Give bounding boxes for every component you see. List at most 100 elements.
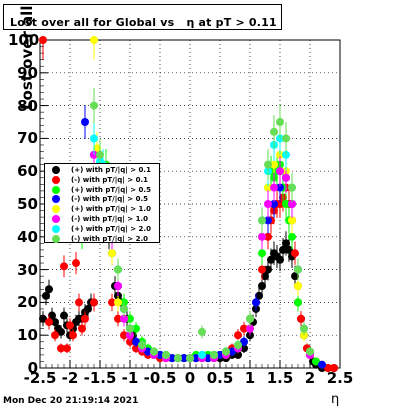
data-point: [258, 232, 266, 241]
data-point: [282, 239, 290, 248]
x-tick-label: -2.5: [23, 369, 57, 387]
data-point: [318, 360, 326, 369]
x-tick-label: -2: [61, 369, 79, 387]
data-point: [57, 327, 65, 336]
legend-marker: [52, 234, 60, 243]
data-point: [132, 324, 140, 333]
data-point: [240, 337, 248, 346]
legend-entry: (-) with pT/|q| > 2.0: [45, 234, 161, 244]
data-point: [258, 216, 266, 225]
data-point: [234, 331, 242, 340]
y-tick-label: 30: [17, 260, 38, 279]
data-point: [75, 298, 83, 307]
y-axis-label: Lost over all (%): [18, 0, 36, 110]
data-point: [288, 183, 296, 192]
data-point: [228, 347, 236, 356]
data-point: [258, 249, 266, 258]
data-point: [120, 331, 128, 340]
data-point: [246, 324, 254, 333]
y-tick-label: 10: [17, 326, 38, 345]
data-point: [255, 291, 263, 300]
x-tick-label: 1.5: [266, 369, 294, 387]
data-point: [39, 314, 47, 323]
data-point: [198, 350, 206, 359]
legend-marker: [52, 185, 60, 194]
x-axis-label: η: [331, 392, 340, 407]
data-point: [90, 298, 98, 307]
data-point: [261, 272, 269, 281]
data-point: [168, 354, 176, 363]
data-point: [288, 232, 296, 241]
data-point: [330, 364, 338, 372]
data-point: [114, 282, 122, 290]
data-point: [126, 337, 134, 346]
legend-marker: [52, 166, 60, 174]
legend-label: (+) with pT/|q| > 1.0: [71, 205, 151, 214]
chart-title: Lost over all for Global vs η at pT > 0.…: [10, 16, 277, 29]
data-point: [108, 298, 116, 307]
legend-entry: (+) with pT/|q| > 2.0: [45, 224, 161, 234]
legend-marker: [52, 215, 60, 223]
data-point: [246, 314, 254, 323]
data-point: [276, 200, 284, 208]
data-point: [39, 36, 47, 44]
data-point: [132, 337, 140, 346]
data-point: [114, 298, 122, 307]
data-point: [156, 350, 164, 359]
data-point: [45, 285, 53, 294]
data-point: [93, 144, 101, 153]
data-point: [63, 344, 71, 353]
data-point: [294, 282, 302, 290]
x-tick-label: 0.5: [206, 369, 234, 387]
legend-entry: (-) with pT/|q| > 1.0: [45, 214, 161, 224]
data-point: [279, 245, 287, 254]
legend-marker: [52, 224, 60, 233]
data-point: [96, 150, 104, 159]
data-point: [186, 354, 194, 363]
legend-marker: [52, 205, 60, 214]
data-point: [264, 200, 272, 208]
data-point: [270, 127, 278, 136]
data-point: [288, 200, 296, 208]
data-point: [270, 200, 278, 208]
legend-label: (-) with pT/|q| > 0.1: [71, 175, 148, 184]
y-tick-label: 20: [17, 293, 38, 312]
data-point: [126, 324, 134, 333]
legend: (+) with pT/|q| > 0.1 (-) with pT/|q| > 0…: [44, 163, 160, 243]
data-point: [51, 331, 59, 340]
data-point: [294, 265, 302, 274]
data-point: [51, 318, 59, 327]
y-tick-label: 0: [27, 359, 38, 377]
y-tick-label: 70: [17, 129, 38, 148]
data-point: [288, 216, 296, 225]
legend-entry: (-) with pT/|q| > 0.1: [45, 175, 161, 185]
data-point: [198, 327, 206, 336]
y-tick-label: 100: [8, 31, 40, 49]
data-point: [48, 311, 56, 320]
data-point: [180, 354, 188, 363]
series-7: [90, 87, 314, 363]
legend-marker: [52, 195, 60, 204]
legend-label: (+) with pT/|q| > 0.1: [71, 166, 151, 174]
data-point: [90, 134, 98, 143]
data-point: [234, 341, 242, 350]
data-point: [45, 318, 53, 327]
data-point: [267, 255, 275, 264]
y-tick-label: 50: [17, 195, 38, 213]
data-point: [264, 160, 272, 169]
data-point: [81, 314, 89, 323]
x-tick-label: 2.5: [326, 369, 354, 387]
data-point: [222, 347, 230, 356]
title-box: Lost over all for Global vs η at pT > 0.…: [3, 4, 282, 30]
data-point: [114, 265, 122, 274]
data-point: [60, 311, 68, 320]
data-point: [90, 101, 98, 110]
legend-entry: (+) with pT/|q| > 1.0: [45, 204, 161, 214]
data-point: [264, 232, 272, 241]
data-point: [42, 291, 50, 300]
x-tick-label: 0: [184, 369, 196, 387]
legend-label: (+) with pT/|q| > 2.0: [71, 224, 151, 233]
data-point: [126, 314, 134, 323]
data-point: [114, 314, 122, 323]
data-point: [270, 183, 278, 192]
